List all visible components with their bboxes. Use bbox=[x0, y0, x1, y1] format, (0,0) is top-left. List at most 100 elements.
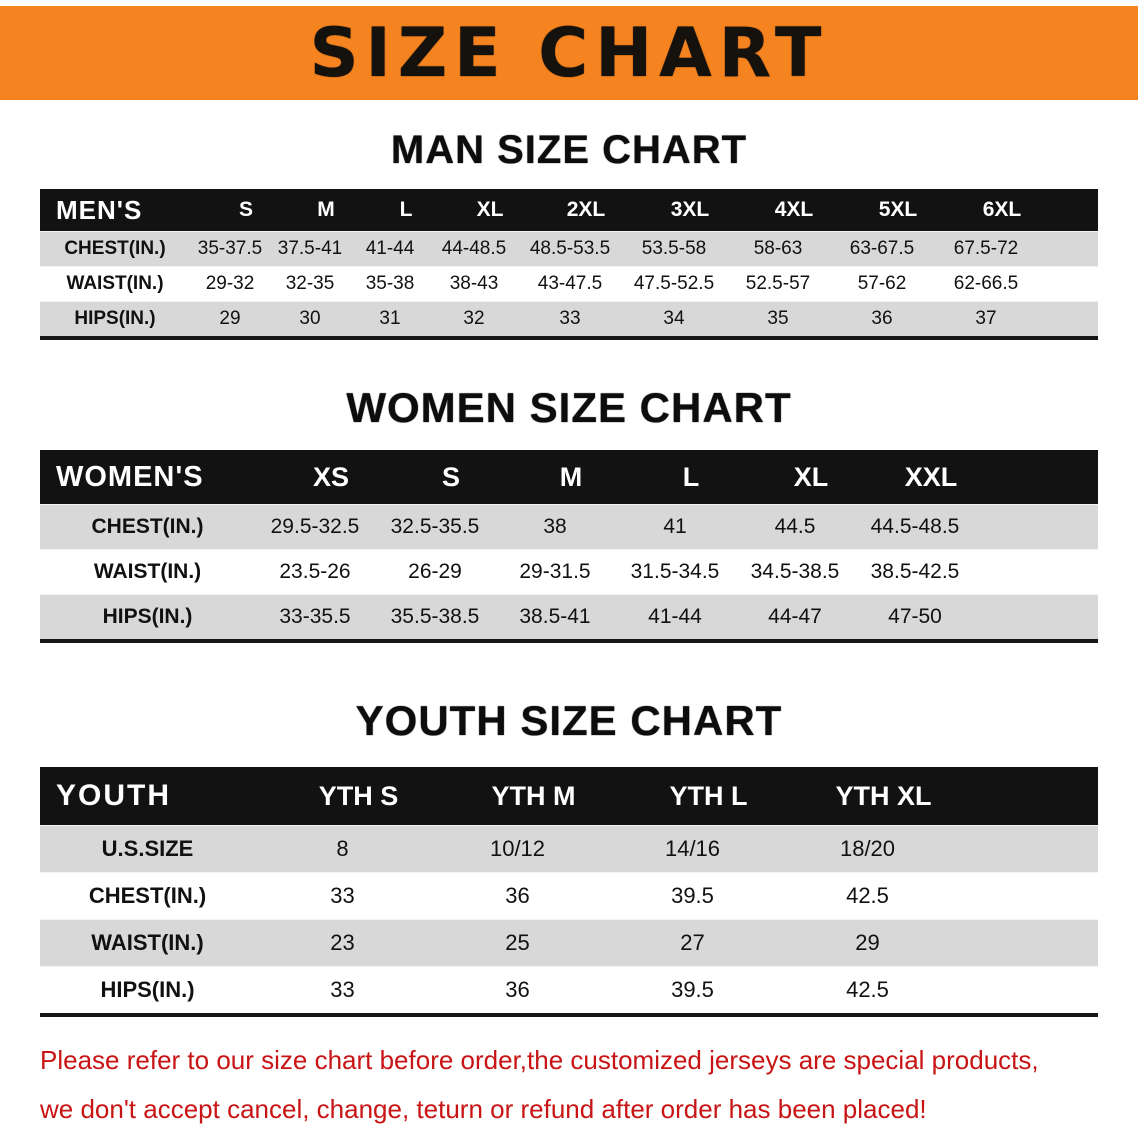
table-row: HIPS(IN.) 33 36 39.5 42.5 bbox=[40, 966, 1098, 1013]
notice-line-2: we don't accept cancel, change, teturn o… bbox=[40, 1094, 927, 1125]
size-column-header: XS bbox=[312, 461, 350, 492]
size-value: 53.5-58 bbox=[641, 238, 707, 259]
size-column-header: 2XL bbox=[566, 198, 606, 221]
row-label: CHEST(IN.) bbox=[88, 883, 207, 908]
size-value: 44-47 bbox=[768, 605, 822, 628]
size-value: 44-48.5 bbox=[441, 238, 507, 259]
size-value: 26-29 bbox=[408, 560, 462, 583]
table-title-cell: YOUTH bbox=[56, 779, 171, 812]
size-value: 39.5 bbox=[671, 883, 714, 908]
size-value: 31 bbox=[379, 308, 401, 329]
size-column-header: 4XL bbox=[774, 198, 814, 221]
size-value: 33 bbox=[330, 977, 355, 1002]
size-value: 38-43 bbox=[449, 273, 499, 294]
size-value: 36 bbox=[871, 308, 893, 329]
women-section-heading: WOMEN SIZE CHART bbox=[346, 384, 792, 431]
row-label: WAIST(IN.) bbox=[66, 273, 164, 294]
size-value: 29 bbox=[855, 930, 880, 955]
size-value: 32 bbox=[463, 308, 485, 329]
size-value: 41-44 bbox=[365, 238, 415, 259]
size-value: 38.5-42.5 bbox=[870, 560, 960, 583]
men-size-table: MEN'S S M L XL 2XL 3XL 4XL 5XL 6XL CHEST(IN.) 35-37… bbox=[40, 189, 1098, 340]
row-label: CHEST(IN.) bbox=[64, 238, 166, 259]
youth-size-table: YOUTH YTH S YTH M YTH L YTH XL U.S.SIZE 8 10/12… bbox=[40, 767, 1098, 1017]
size-value: 29-32 bbox=[205, 273, 255, 294]
size-value: 38 bbox=[543, 515, 567, 538]
size-column-header: S bbox=[441, 461, 460, 492]
size-column-header: YTH L bbox=[669, 780, 748, 811]
size-value: 29-31.5 bbox=[519, 560, 591, 583]
size-value: 18/20 bbox=[839, 836, 896, 861]
size-chart-page: SIZE CHART MAN SIZE CHART MEN'S S M L XL 2XL 3… bbox=[0, 6, 1138, 1127]
size-value: 36 bbox=[505, 977, 530, 1002]
size-value: 44.5-48.5 bbox=[870, 515, 960, 538]
size-value: 35.5-38.5 bbox=[390, 605, 480, 628]
men-size-section: MAN SIZE CHART MEN'S S M L XL 2XL 3XL 4XL 5XL 6XL… bbox=[0, 128, 1138, 340]
size-value: 31.5-34.5 bbox=[630, 560, 720, 583]
table-row: CHEST(IN.) 33 36 39.5 42.5 bbox=[40, 872, 1098, 919]
size-value: 23.5-26 bbox=[279, 560, 351, 583]
size-value: 29 bbox=[219, 308, 241, 329]
table-row: WAIST(IN.) 29-32 32-35 35-38 38-43 43-47.5 47.… bbox=[40, 266, 1098, 301]
size-value: 33 bbox=[330, 883, 355, 908]
size-value: 47-50 bbox=[888, 605, 942, 628]
size-column-header: XL bbox=[793, 461, 829, 492]
size-value: 36 bbox=[505, 883, 530, 908]
size-value: 32.5-35.5 bbox=[390, 515, 480, 538]
size-column-header: M bbox=[317, 198, 335, 221]
table-row: HIPS(IN.) 29 30 31 32 33 34 35 36 37 bbox=[40, 301, 1098, 336]
table-title-cell: MEN'S bbox=[56, 194, 143, 225]
table-row: WAIST(IN.) 23 25 27 29 bbox=[40, 919, 1098, 966]
size-column-header: 3XL bbox=[670, 198, 710, 221]
size-value: 29.5-32.5 bbox=[270, 515, 360, 538]
size-value: 32-35 bbox=[285, 273, 335, 294]
row-label: HIPS(IN.) bbox=[74, 308, 156, 329]
table-row: CHEST(IN.) 29.5-32.5 32.5-35.5 38 41 44.5 44.5… bbox=[40, 504, 1098, 549]
page-title: SIZE CHART bbox=[309, 13, 829, 93]
size-value: 41 bbox=[663, 515, 687, 538]
row-label: U.S.SIZE bbox=[101, 836, 194, 861]
men-section-heading: MAN SIZE CHART bbox=[390, 128, 748, 172]
size-value: 38.5-41 bbox=[519, 605, 591, 628]
size-value: 8 bbox=[336, 836, 349, 861]
size-value: 58-63 bbox=[753, 238, 803, 259]
size-column-header: L bbox=[399, 198, 413, 221]
size-value: 62-66.5 bbox=[953, 273, 1019, 294]
size-value: 27 bbox=[680, 930, 705, 955]
table-row: WAIST(IN.) 23.5-26 26-29 29-31.5 31.5-34.5 34… bbox=[40, 549, 1098, 594]
size-column-header: 5XL bbox=[878, 198, 918, 221]
row-label: HIPS(IN.) bbox=[102, 605, 193, 628]
size-value: 33-35.5 bbox=[279, 605, 351, 628]
size-column-header: XXL bbox=[904, 461, 958, 492]
notice-line-1: Please refer to our size chart before or… bbox=[40, 1045, 1039, 1075]
size-value: 34.5-38.5 bbox=[750, 560, 840, 583]
table-header-row: YOUTH YTH S YTH M YTH L YTH XL bbox=[40, 767, 1098, 825]
women-size-section: WOMEN SIZE CHART WOMEN'S XS S M L XL XXL CHEST(… bbox=[0, 384, 1138, 643]
size-value: 25 bbox=[505, 930, 530, 955]
size-value: 67.5-72 bbox=[953, 238, 1019, 259]
size-column-header: YTH S bbox=[318, 780, 399, 811]
size-value: 35 bbox=[767, 308, 789, 329]
size-value: 23 bbox=[330, 930, 355, 955]
size-column-header: 6XL bbox=[982, 198, 1022, 221]
size-value: 14/16 bbox=[664, 836, 721, 861]
row-label: CHEST(IN.) bbox=[91, 515, 204, 538]
size-column-header: YTH XL bbox=[835, 780, 932, 811]
size-value: 47.5-52.5 bbox=[633, 273, 715, 294]
size-value: 30 bbox=[299, 308, 321, 329]
table-row: CHEST(IN.) 35-37.5 37.5-41 41-44 44-48.5 48.5… bbox=[40, 231, 1098, 266]
size-value: 42.5 bbox=[846, 883, 889, 908]
size-value: 37 bbox=[975, 308, 997, 329]
size-value: 39.5 bbox=[671, 977, 714, 1002]
size-value: 52.5-57 bbox=[745, 273, 811, 294]
size-value: 35-37.5 bbox=[197, 238, 263, 259]
size-value: 63-67.5 bbox=[849, 238, 915, 259]
row-label: WAIST(IN.) bbox=[91, 930, 204, 955]
size-value: 41-44 bbox=[648, 605, 702, 628]
row-label: WAIST(IN.) bbox=[93, 560, 202, 583]
youth-section-heading: YOUTH SIZE CHART bbox=[355, 697, 783, 744]
size-value: 34 bbox=[663, 308, 685, 329]
table-header-row: MEN'S S M L XL 2XL 3XL 4XL 5XL 6XL bbox=[40, 189, 1098, 231]
size-value: 33 bbox=[559, 308, 581, 329]
size-column-header: XL bbox=[476, 198, 504, 221]
